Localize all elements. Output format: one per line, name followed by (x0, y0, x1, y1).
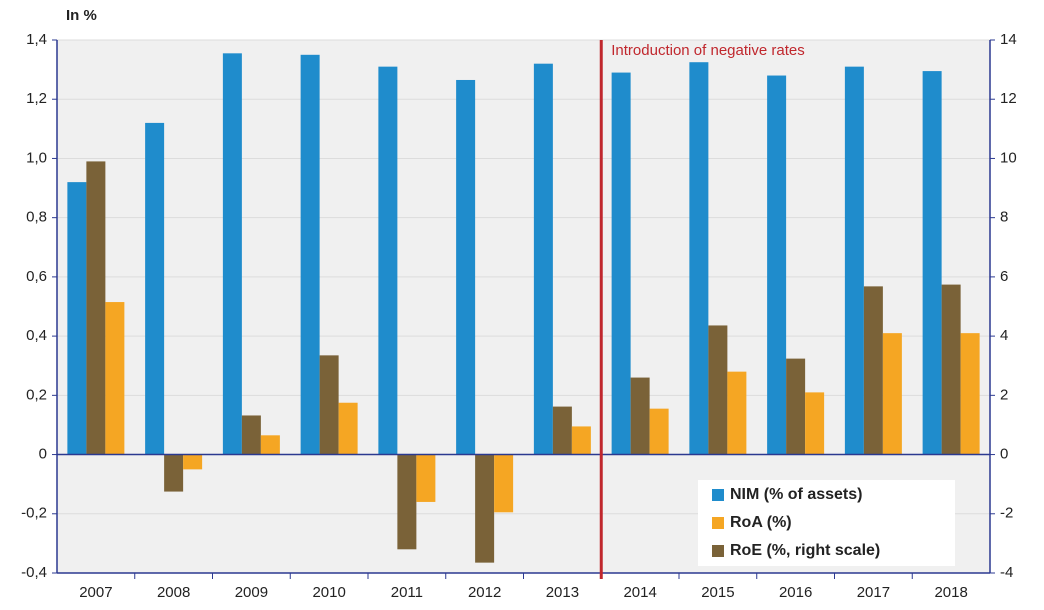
y-tick-label: 1,0 (26, 149, 47, 166)
bar (689, 62, 709, 455)
x-tick-label: 2016 (779, 584, 812, 601)
bar (708, 325, 728, 455)
annotation: Introduction of negative rates (611, 42, 804, 59)
bar (941, 284, 961, 455)
bar (397, 454, 417, 550)
bar (727, 371, 747, 455)
bar (67, 182, 87, 455)
bar (456, 79, 476, 455)
bar (571, 426, 591, 455)
y2-tick-label: 8 (1000, 209, 1008, 226)
bar (319, 355, 339, 455)
bar (260, 435, 280, 455)
y-tick-label: -0,2 (21, 505, 47, 522)
bar (533, 63, 553, 455)
bar (882, 333, 902, 455)
y-axis-label: In % (66, 7, 97, 24)
y-tick-label: 0 (39, 446, 47, 463)
bar (105, 302, 125, 455)
bar (649, 408, 669, 455)
y2-tick-label: 4 (1000, 327, 1008, 344)
legend-label: NIM (% of assets) (730, 486, 862, 503)
legend-swatch (712, 489, 724, 501)
legend-swatch (712, 545, 724, 557)
y2-tick-label: 2 (1000, 386, 1008, 403)
bar (475, 454, 495, 563)
bar (300, 54, 320, 455)
legend-label: RoA (%) (730, 514, 792, 531)
x-tick-label: 2017 (857, 584, 890, 601)
bar (416, 454, 436, 502)
bar (863, 286, 883, 455)
bar (611, 72, 631, 455)
legend-box (698, 480, 955, 566)
x-tick-label: 2015 (701, 584, 734, 601)
x-tick-label: 2008 (157, 584, 190, 601)
bar (552, 406, 572, 455)
y-tick-label: 0,4 (26, 327, 47, 344)
bar (164, 454, 184, 492)
bar (805, 392, 825, 455)
bar (494, 454, 514, 513)
y-tick-label: 1,4 (26, 31, 47, 48)
y-tick-label: 0,6 (26, 268, 47, 285)
legend-swatch (712, 517, 724, 529)
bar (378, 66, 398, 455)
bar (844, 66, 864, 455)
y2-tick-label: 6 (1000, 268, 1008, 285)
x-tick-label: 2014 (623, 584, 656, 601)
x-tick-label: 2007 (79, 584, 112, 601)
x-tick-label: 2011 (391, 584, 423, 601)
y2-tick-label: -4 (1000, 564, 1013, 581)
x-tick-label: 2009 (235, 584, 268, 601)
y-tick-label: 0,8 (26, 209, 47, 226)
bar (786, 358, 806, 455)
y2-tick-label: 0 (1000, 446, 1008, 463)
y-tick-label: 0,2 (26, 386, 47, 403)
bar (767, 75, 787, 455)
y-tick-label: 1,2 (26, 90, 47, 107)
x-tick-label: 2010 (312, 584, 345, 601)
x-tick-label: 2018 (934, 584, 967, 601)
x-tick-label: 2013 (546, 584, 579, 601)
y2-tick-label: 12 (1000, 90, 1017, 107)
bar (241, 415, 261, 455)
legend-label: RoE (%, right scale) (730, 542, 880, 559)
y2-tick-label: 14 (1000, 31, 1017, 48)
y2-tick-label: 10 (1000, 149, 1017, 166)
bar (630, 377, 650, 455)
bar (222, 53, 242, 455)
bar (86, 161, 106, 455)
y2-tick-label: -2 (1000, 505, 1013, 522)
x-tick-label: 2012 (468, 584, 501, 601)
bar (338, 402, 358, 455)
bar (960, 333, 980, 455)
bar (922, 71, 942, 455)
y-tick-label: -0,4 (21, 564, 47, 581)
bar (183, 454, 203, 470)
bar (145, 122, 165, 455)
